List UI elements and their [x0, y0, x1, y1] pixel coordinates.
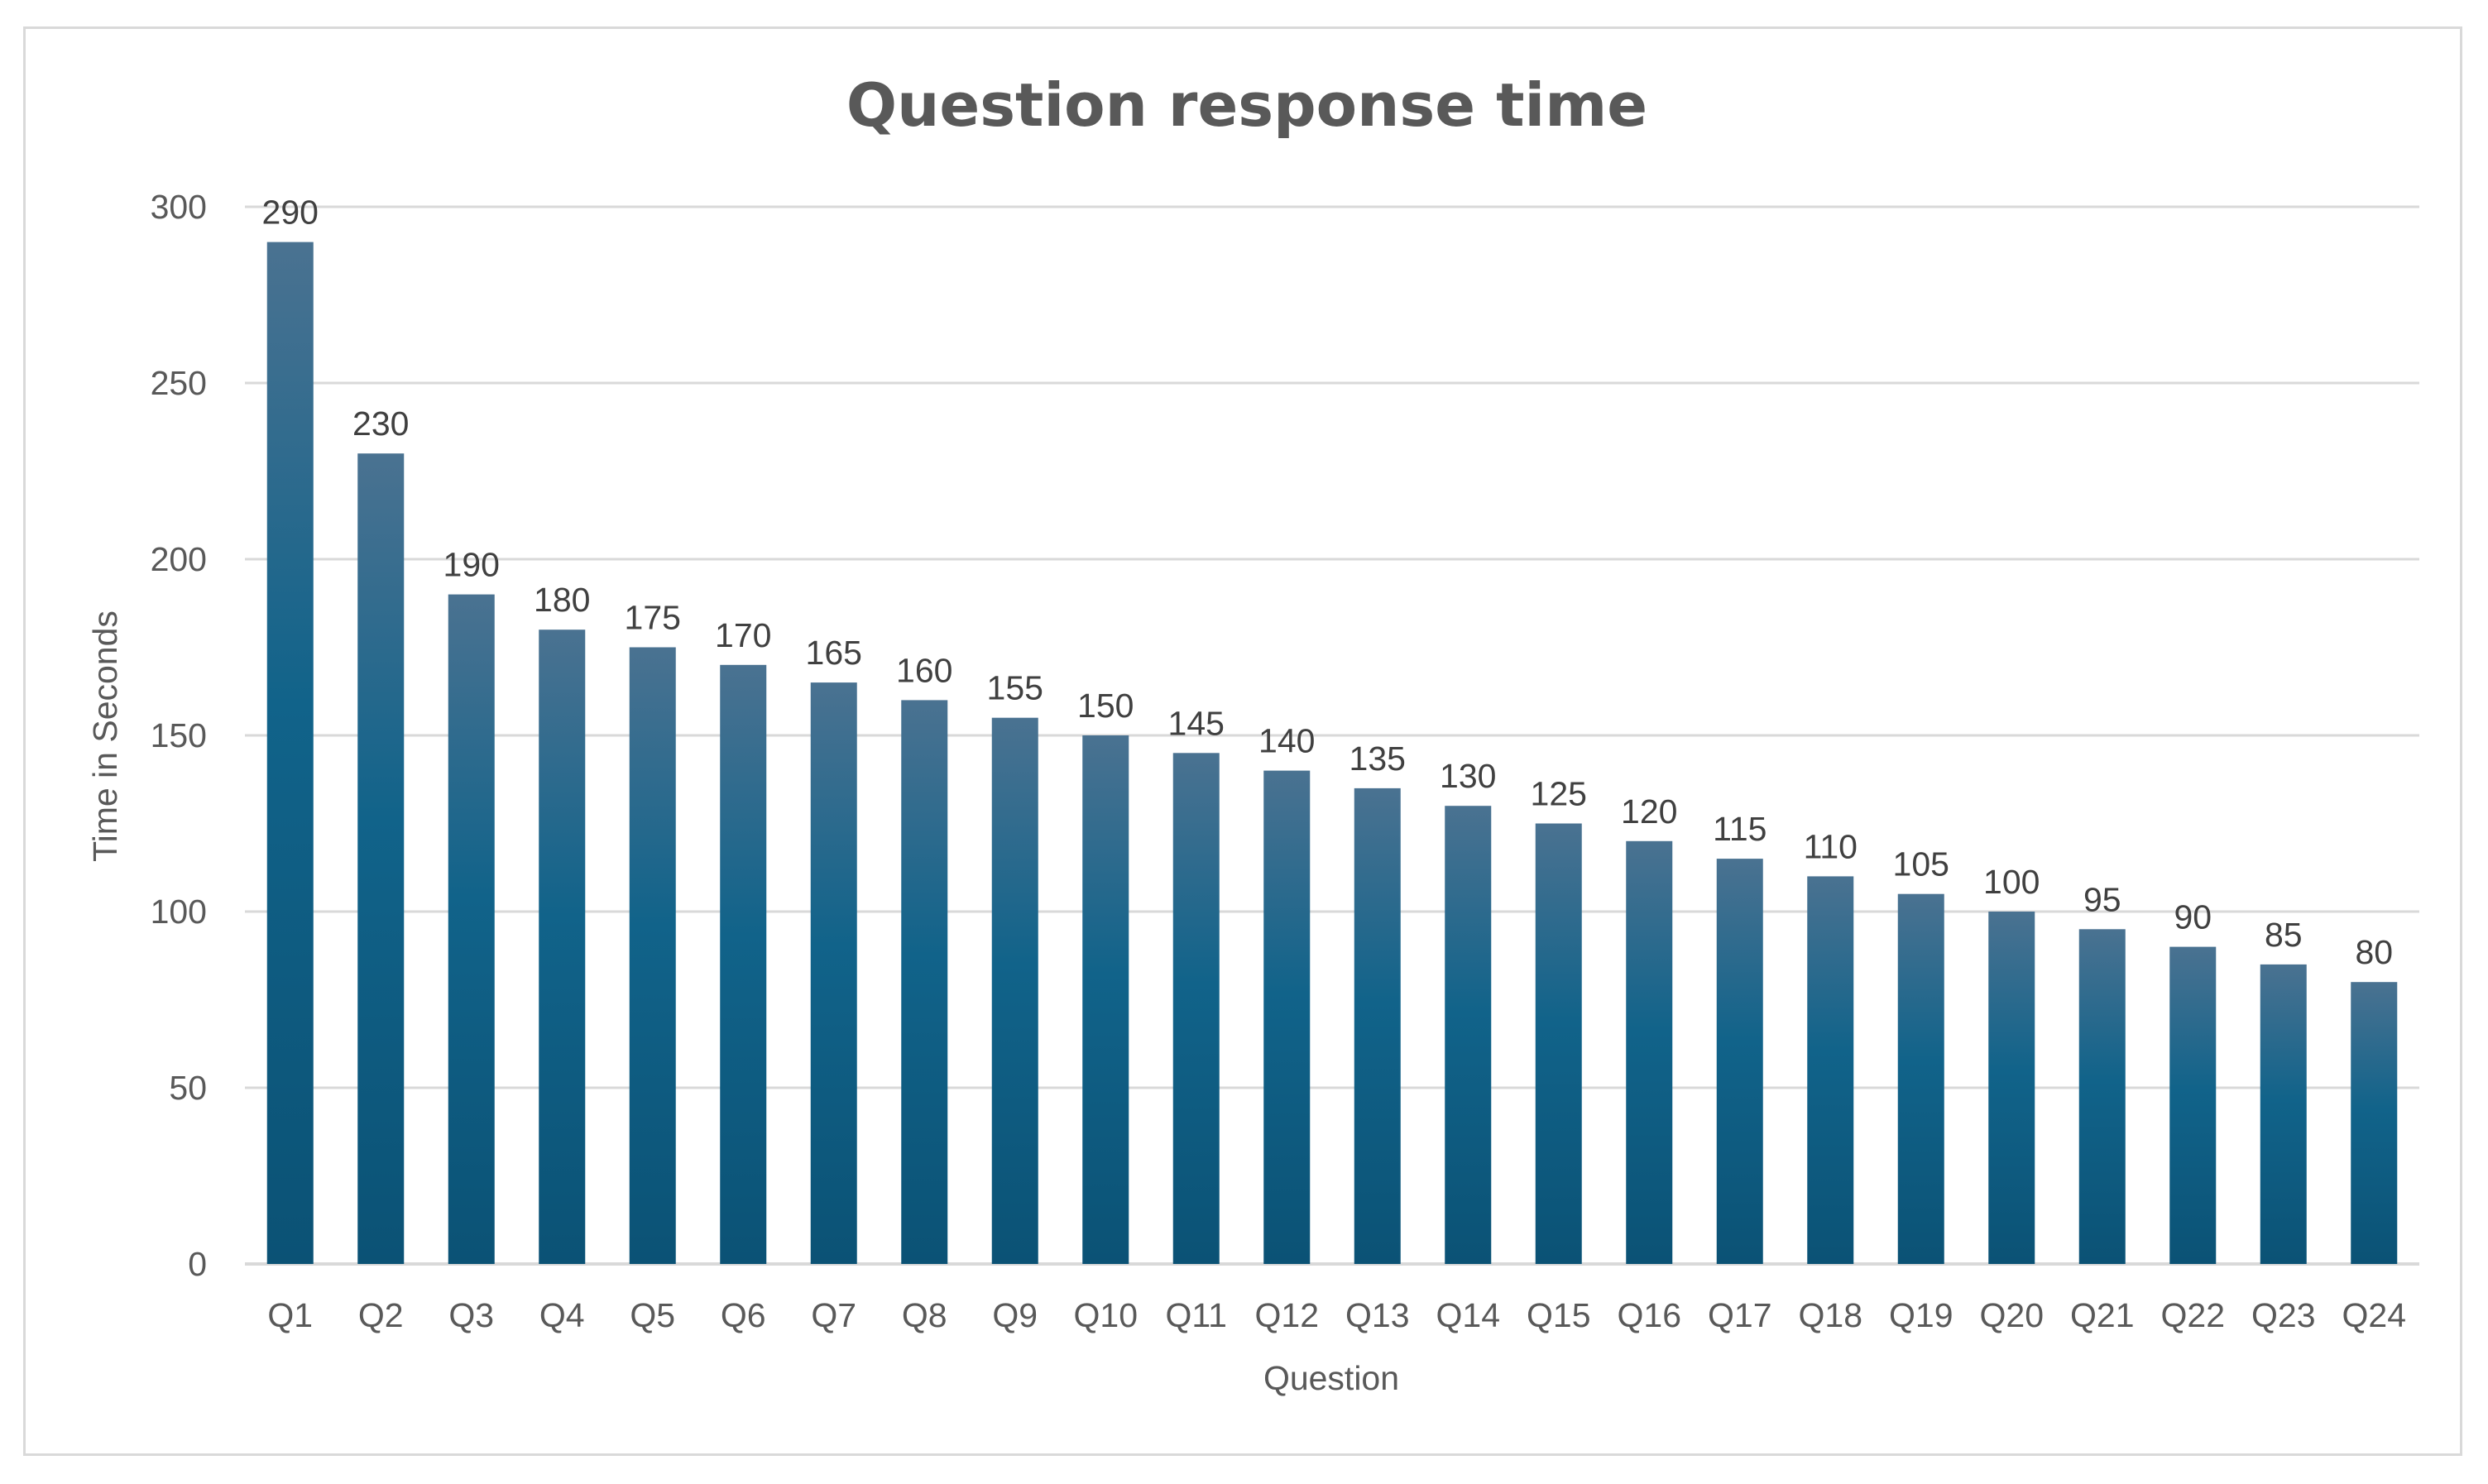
x-tick-label-q5: Q5: [630, 1296, 675, 1334]
y-tick-label: 50: [169, 1069, 207, 1107]
bar-q20: [1988, 912, 2035, 1264]
bar-q8: [901, 700, 948, 1264]
y-axis-title: Time in Seconds: [86, 610, 124, 862]
y-tick-label: 150: [151, 716, 207, 754]
x-tick-label-q23: Q23: [2251, 1296, 2316, 1334]
x-tick-label-q2: Q2: [358, 1296, 404, 1334]
x-tick-label-q21: Q21: [2070, 1296, 2135, 1334]
data-label-q10: 150: [1077, 687, 1134, 725]
bar-q24: [2351, 982, 2398, 1264]
data-label-q11: 145: [1168, 704, 1225, 742]
y-tick-label: 300: [151, 188, 207, 226]
bar-q10: [1082, 735, 1129, 1264]
bar-q12: [1263, 770, 1311, 1264]
data-label-q7: 165: [806, 634, 862, 672]
bar-q6: [720, 664, 767, 1264]
data-label-q8: 160: [896, 651, 952, 689]
data-label-q4: 180: [534, 581, 590, 619]
x-tick-label-q18: Q18: [1799, 1296, 1863, 1334]
data-label-q24: 80: [2355, 933, 2393, 971]
bar-q23: [2260, 964, 2307, 1264]
bar-q3: [448, 594, 495, 1264]
data-label-q5: 175: [625, 599, 681, 637]
x-tick-label-q4: Q4: [539, 1296, 585, 1334]
x-tick-label-q13: Q13: [1345, 1296, 1410, 1334]
data-label-q16: 120: [1621, 792, 1677, 831]
bar-q17: [1716, 859, 1763, 1264]
data-label-q23: 85: [2265, 916, 2303, 954]
data-label-q6: 170: [715, 616, 771, 654]
bar-q2: [357, 453, 405, 1264]
x-tick-label-q6: Q6: [721, 1296, 766, 1334]
x-axis-title: Question: [1263, 1359, 1399, 1397]
data-label-q1: 290: [262, 194, 319, 232]
x-tick-label-q24: Q24: [2342, 1296, 2407, 1334]
y-tick-label: 200: [151, 540, 207, 578]
x-tick-label-q9: Q9: [992, 1296, 1038, 1334]
bar-q16: [1626, 840, 1673, 1264]
bar-q5: [629, 647, 676, 1264]
data-label-q18: 110: [1804, 827, 1858, 865]
data-label-q3: 190: [443, 546, 500, 584]
x-tick-label-q10: Q10: [1074, 1296, 1139, 1334]
data-label-q12: 140: [1258, 722, 1315, 760]
bar-q7: [810, 682, 857, 1264]
x-tick-label-q22: Q22: [2161, 1296, 2226, 1334]
bar-q18: [1807, 876, 1854, 1264]
bar-q15: [1535, 823, 1582, 1264]
data-label-q17: 115: [1713, 810, 1767, 848]
data-label-q13: 135: [1349, 740, 1406, 778]
x-tick-label-q12: Q12: [1255, 1296, 1320, 1334]
bar-q21: [2078, 929, 2126, 1264]
bar-q11: [1172, 753, 1220, 1264]
bar-q14: [1445, 806, 1492, 1264]
y-tick-label: 250: [151, 364, 207, 402]
bar-q1: [266, 242, 314, 1265]
data-label-q21: 95: [2083, 880, 2121, 918]
x-tick-label-q15: Q15: [1527, 1296, 1591, 1334]
x-tick-label-q7: Q7: [811, 1296, 856, 1334]
y-tick-label: 100: [151, 893, 207, 931]
chart-title: Question response time: [846, 70, 1647, 140]
y-tick-label: 0: [188, 1245, 207, 1283]
data-label-q2: 230: [352, 405, 409, 443]
data-label-q15: 125: [1531, 775, 1587, 813]
x-tick-label-q14: Q14: [1436, 1296, 1501, 1334]
x-tick-label-q20: Q20: [1980, 1296, 2045, 1334]
bar-q13: [1354, 787, 1401, 1264]
data-label-q22: 90: [2174, 898, 2212, 936]
data-label-q19: 105: [1893, 845, 1949, 883]
x-tick-label-q11: Q11: [1166, 1296, 1227, 1334]
bar-q22: [2169, 946, 2217, 1264]
x-tick-label-q16: Q16: [1618, 1296, 1682, 1334]
x-tick-label-q17: Q17: [1708, 1296, 1772, 1334]
x-tick-label-q3: Q3: [448, 1296, 494, 1334]
bar-q4: [539, 630, 586, 1264]
data-label-q20: 100: [1983, 863, 2040, 901]
bar-q19: [1897, 893, 1944, 1264]
x-tick-label-q1: Q1: [267, 1296, 313, 1334]
x-tick-label-q8: Q8: [902, 1296, 947, 1334]
x-tick-label-q19: Q19: [1889, 1296, 1953, 1334]
bar-q9: [991, 717, 1038, 1264]
data-label-q14: 130: [1440, 757, 1496, 795]
chart-frame: [23, 26, 2462, 1456]
data-label-q9: 155: [987, 669, 1043, 707]
